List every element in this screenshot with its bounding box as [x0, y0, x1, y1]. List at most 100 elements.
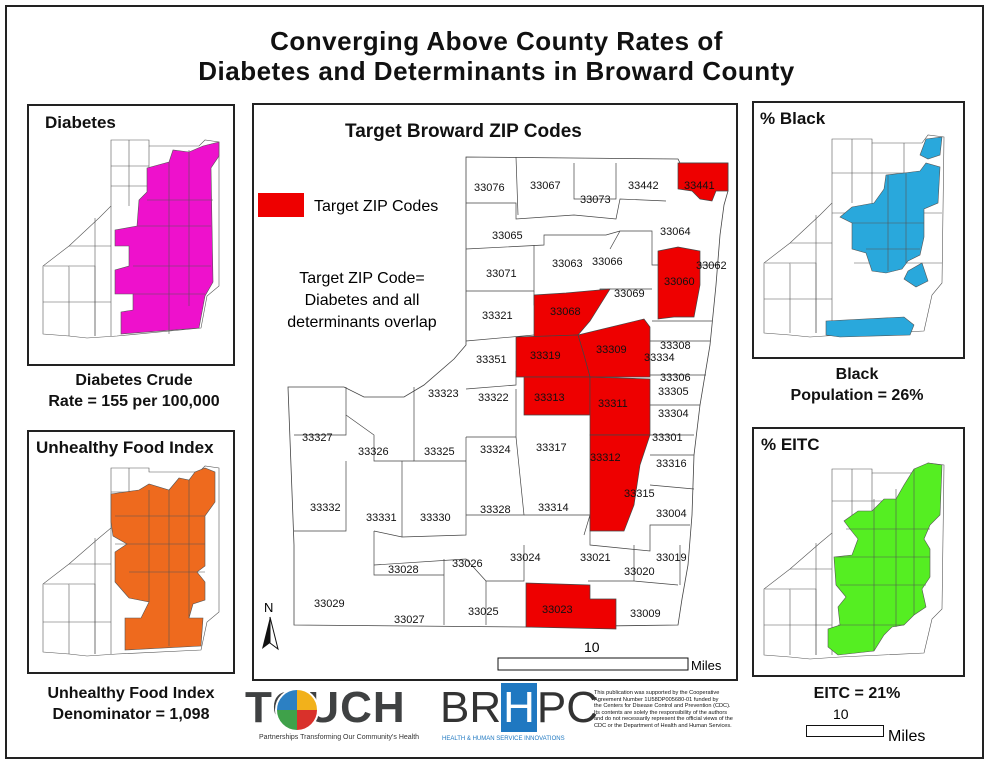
diabetes-map-panel: Diabetes: [27, 104, 235, 366]
target-note: Target ZIP Code= Diabetes and all determ…: [262, 268, 462, 334]
zip-label-33351: 33351: [476, 354, 507, 366]
zip-label-33024: 33024: [510, 552, 541, 564]
diabetes-panel-title: Diabetes: [45, 113, 116, 132]
zip-label-33327: 33327: [302, 432, 333, 444]
zip-label-33305: 33305: [658, 386, 689, 398]
food-caption-line2: Denominator = 1,098: [52, 706, 210, 723]
eitc-scale-unit: Miles: [888, 728, 926, 745]
black-caption-line1: Black: [835, 366, 879, 383]
zip-label-33442: 33442: [628, 180, 659, 192]
zip-label-33308: 33308: [660, 340, 691, 352]
zip-33312-area: [589, 434, 651, 532]
zip-label-33334: 33334: [644, 352, 675, 364]
zip-label-33029: 33029: [314, 598, 345, 610]
zip-33060-area: [657, 246, 701, 320]
zip-label-33009: 33009: [630, 608, 661, 620]
eitc-caption-line1: EITC = 21%: [813, 685, 901, 702]
zip-label-33068: 33068: [550, 306, 581, 318]
brhpc-logo-text-right: PC: [536, 683, 599, 732]
legend-label: Target ZIP Codes: [314, 198, 439, 215]
poster-title: Converging Above County Rates of Diabete…: [0, 26, 993, 86]
poster-title-line2: Diabetes and Determinants in Broward Cou…: [198, 56, 795, 86]
disclaimer-line: the Centers for Disease Control and Prev…: [594, 703, 731, 710]
disclaimer-line: This publication was supported by the Co…: [594, 690, 720, 696]
zip-label-33319: 33319: [530, 350, 561, 362]
zip-label-33321: 33321: [482, 310, 513, 322]
zip-label-33332: 33332: [310, 502, 341, 514]
zip-label-33021: 33021: [580, 552, 611, 564]
zip-label-33073: 33073: [580, 194, 611, 206]
main-scale-bar: [497, 657, 689, 671]
zip-label-33023: 33023: [542, 604, 573, 616]
eitc-map: [763, 462, 945, 660]
zip-label-33028: 33028: [388, 564, 419, 576]
target-note-line1: Target ZIP Code=: [299, 270, 425, 287]
zip-33319-area: [515, 334, 591, 378]
black-highlight-zips: [825, 136, 943, 338]
zip-label-33317: 33317: [536, 442, 567, 454]
zip-label-33063: 33063: [552, 258, 583, 270]
diabetes-highlight-zips: [114, 141, 220, 335]
zip-label-33062: 33062: [696, 260, 727, 272]
zip-label-33304: 33304: [658, 408, 689, 420]
diabetes-caption-line2: Rate = 155 per 100,000: [48, 393, 220, 410]
funding-disclaimer: This publication was supported by the Co…: [594, 690, 754, 730]
zip-label-33311: 33311: [598, 398, 628, 410]
zip-label-33312: 33312: [590, 452, 621, 464]
diabetes-caption: Diabetes Crude Rate = 155 per 100,000: [27, 370, 241, 412]
black-caption-line2: Population = 26%: [790, 387, 924, 404]
touch-logo-emblem-icon: [275, 688, 319, 732]
zip-33023-area: [525, 582, 617, 630]
zip-label-33331: 33331: [366, 512, 397, 524]
north-arrow-icon: [262, 616, 279, 651]
food-index-map-panel: Unhealthy Food Index: [27, 430, 235, 674]
zip-label-33067: 33067: [530, 180, 561, 192]
zip-33441-area: [677, 162, 729, 202]
food-panel-title: Unhealthy Food Index: [36, 438, 214, 457]
main-scale-value: 10: [584, 639, 600, 655]
broward-zip-map: 33076 33067 33073 33442 33441 33065 33064 33071…: [262, 156, 729, 673]
zip-label-33071: 33071: [486, 268, 517, 280]
zip-label-33314: 33314: [538, 502, 569, 514]
food-caption-line1: Unhealthy Food Index: [47, 685, 215, 702]
zip-label-33064: 33064: [660, 226, 691, 238]
touch-logo: TOUCH Partnerships Transforming Our Comm…: [245, 684, 435, 744]
brhpc-logo-text-left: BR: [440, 683, 502, 732]
target-note-line2: Diabetes and all: [304, 292, 420, 309]
black-caption: Black Population = 26%: [750, 364, 964, 406]
zip-label-33330: 33330: [420, 512, 451, 524]
zip-label-33060: 33060: [664, 276, 695, 288]
zip-label-33309: 33309: [596, 344, 627, 356]
poster-frame: [5, 5, 984, 759]
zip-label-33441: 33441: [684, 180, 715, 192]
zip-label-33025: 33025: [468, 606, 499, 618]
zip-label-33066: 33066: [592, 256, 623, 268]
brhpc-logo-tagline: HEALTH & HUMAN SERVICE INNOVATIONS: [442, 736, 565, 742]
legend-swatch: [258, 193, 304, 217]
zip-label-33026: 33026: [452, 558, 483, 570]
brhpc-logo-text-mid: H: [501, 683, 537, 732]
poster-title-line1: Converging Above County Rates of: [270, 26, 723, 56]
zip-label-33326: 33326: [358, 446, 389, 458]
zip-label-33004: 33004: [656, 508, 687, 520]
disclaimer-line: Its contents are solely the responsibili…: [594, 709, 728, 716]
disclaimer-line: CDC or the Department of Health and Huma…: [594, 722, 732, 729]
zip-label-33324: 33324: [480, 444, 511, 456]
black-map: [763, 134, 945, 338]
food-caption: Unhealthy Food Index Denominator = 1,098: [24, 683, 238, 725]
target-note-line3: determinants overlap: [287, 314, 437, 331]
zip-label-33301: 33301: [652, 432, 683, 444]
north-label: N: [264, 600, 273, 615]
zip-label-33322: 33322: [478, 392, 509, 404]
main-map-panel: Target Broward ZIP Codes Target ZIP Code…: [252, 103, 738, 681]
zip-label-33020: 33020: [624, 566, 655, 578]
target-zip-areas: [515, 162, 729, 630]
zip-label-33076: 33076: [474, 182, 505, 194]
food-highlight-zips: [110, 467, 216, 651]
zip-label-33315: 33315: [624, 488, 655, 500]
zip-label-33019: 33019: [656, 552, 687, 564]
eitc-map-panel: % EITC: [752, 427, 965, 677]
zip-label-33306: 33306: [660, 372, 691, 384]
eitc-panel-title: % EITC: [761, 435, 820, 454]
disclaimer-line: and do not necessarily represent the off…: [594, 716, 733, 723]
